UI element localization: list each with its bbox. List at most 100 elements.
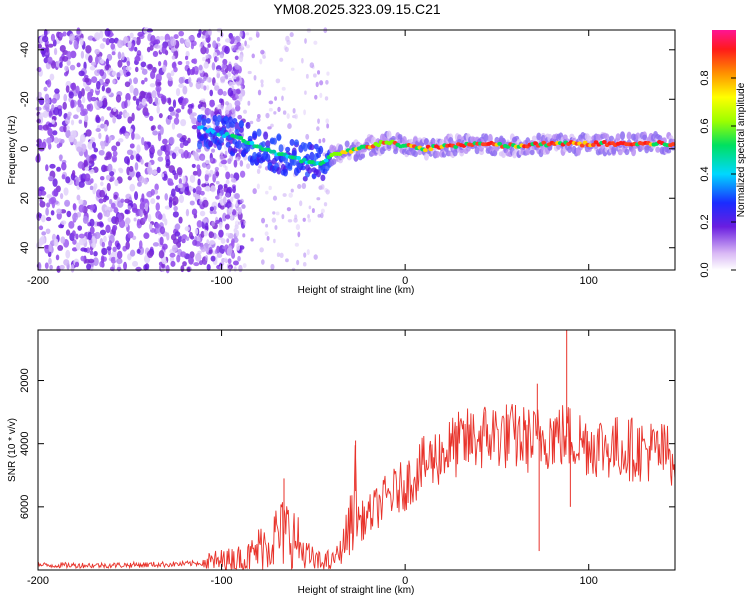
- noise-dot: [292, 107, 296, 114]
- signal-halo: [307, 167, 313, 174]
- noise-dot: [112, 79, 116, 85]
- noise-dot: [155, 222, 160, 229]
- noise-dot: [129, 249, 136, 257]
- noise-dot: [256, 117, 261, 123]
- noise-dot: [60, 138, 65, 144]
- noise-dot: [160, 95, 167, 103]
- noise-dot: [99, 189, 106, 198]
- noise-dot: [51, 119, 55, 125]
- noise-dot: [170, 70, 175, 77]
- noise-dot: [77, 161, 85, 169]
- noise-dot: [267, 126, 272, 130]
- noise-dot: [144, 144, 149, 151]
- noise-dot: [113, 206, 119, 214]
- noise-dot: [93, 147, 99, 153]
- noise-dot: [209, 157, 214, 162]
- noise-dot: [133, 87, 139, 97]
- noise-dot: [231, 252, 235, 256]
- noise-dot: [325, 118, 329, 124]
- noise-dot: [116, 258, 123, 265]
- noise-dot: [69, 64, 76, 71]
- noise-dot: [220, 104, 224, 111]
- noise-dot: [124, 198, 131, 204]
- noise-dot: [79, 37, 84, 46]
- noise-dot: [190, 117, 197, 125]
- noise-dot: [202, 76, 207, 82]
- noise-dot: [211, 148, 216, 153]
- spectrogram-xtick-label: -200: [27, 275, 49, 287]
- noise-dot: [181, 238, 186, 244]
- noise-dot: [84, 77, 90, 83]
- noise-dot: [127, 205, 132, 210]
- signal-core: [224, 131, 230, 136]
- noise-dot: [55, 254, 60, 261]
- noise-dot: [65, 229, 71, 236]
- noise-dot: [304, 90, 307, 95]
- noise-dot: [288, 192, 293, 198]
- noise-dot: [235, 76, 240, 82]
- noise-dot: [198, 64, 203, 71]
- noise-dot: [151, 125, 156, 131]
- noise-dot: [164, 218, 168, 226]
- noise-dot: [88, 155, 95, 164]
- noise-dot: [211, 62, 216, 71]
- noise-dot: [192, 188, 196, 194]
- signal-halo: [331, 158, 337, 165]
- signal-halo: [234, 128, 240, 135]
- noise-dot: [316, 126, 320, 131]
- signal-halo: [216, 141, 222, 151]
- noise-dot: [297, 183, 302, 189]
- noise-dot: [294, 214, 298, 220]
- signal-core: [323, 158, 329, 163]
- noise-dot: [113, 194, 118, 200]
- noise-dot: [117, 51, 122, 60]
- snr-frame: [37, 329, 676, 571]
- noise-dot: [53, 47, 58, 56]
- noise-dot: [75, 233, 79, 240]
- spectrogram-panel: -200 -100 0 100 40 20 0 -20 -40 Height of straig…: [7, 27, 676, 296]
- noise-dot: [80, 50, 85, 59]
- noise-dot: [230, 173, 234, 179]
- noise-dot: [161, 259, 168, 265]
- noise-dot: [76, 194, 81, 201]
- signal-core: [579, 143, 585, 148]
- signal-halo: [293, 139, 299, 146]
- noise-dot: [134, 46, 138, 52]
- noise-dot: [320, 184, 325, 190]
- noise-dot: [224, 109, 230, 115]
- signal-halo: [282, 168, 288, 177]
- signal-halo: [245, 121, 251, 129]
- noise-dot: [62, 56, 69, 62]
- noise-dot: [63, 259, 70, 266]
- noise-dot: [84, 86, 91, 92]
- noise-dot: [57, 245, 64, 251]
- signal-halo: [487, 133, 493, 143]
- noise-dot: [168, 136, 175, 145]
- noise-dot: [75, 242, 81, 251]
- noise-dot: [242, 233, 246, 238]
- noise-dot: [225, 192, 231, 198]
- noise-dot: [301, 182, 307, 189]
- noise-dot: [171, 55, 176, 60]
- noise-dot: [189, 200, 195, 206]
- noise-dot: [216, 252, 223, 258]
- noise-dot: [219, 204, 225, 210]
- noise-dot: [179, 142, 184, 149]
- noise-dot: [138, 240, 143, 250]
- noise-dot: [105, 209, 111, 218]
- signal-halo: [417, 149, 423, 156]
- noise-dot: [176, 254, 181, 263]
- signal-core: [219, 130, 224, 135]
- noise-dot: [84, 173, 91, 182]
- noise-dot: [148, 115, 154, 122]
- noise-dot: [83, 159, 88, 167]
- noise-dot: [41, 35, 49, 43]
- noise-dot: [94, 231, 101, 239]
- noise-dot: [200, 46, 207, 55]
- noise-dot: [45, 164, 49, 172]
- noise-dot: [225, 232, 231, 237]
- signal-halo: [434, 150, 440, 158]
- noise-dot: [219, 155, 224, 161]
- noise-dot: [78, 119, 83, 124]
- noise-dot: [144, 202, 149, 212]
